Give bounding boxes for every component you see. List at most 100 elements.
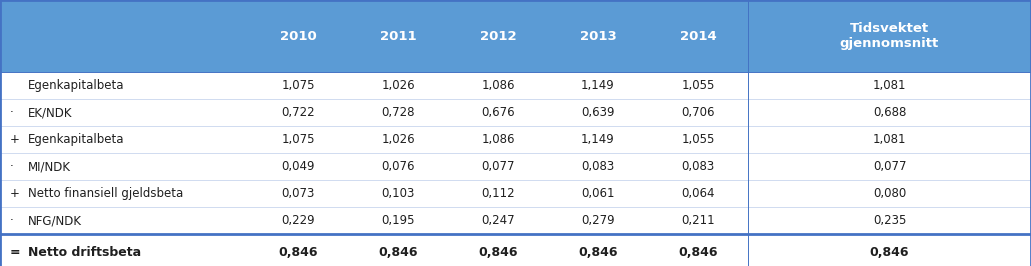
Bar xyxy=(0,72,248,99)
Text: 1,026: 1,026 xyxy=(381,79,414,92)
Bar xyxy=(548,72,648,99)
Bar xyxy=(448,99,548,126)
Bar xyxy=(248,99,348,126)
Text: 0,077: 0,077 xyxy=(873,160,906,173)
Text: 0,279: 0,279 xyxy=(581,214,614,227)
Text: Tidsvektet
gjennomsnitt: Tidsvektet gjennomsnitt xyxy=(840,22,939,50)
Bar xyxy=(348,0,448,72)
Bar xyxy=(749,153,1031,180)
Bar xyxy=(0,234,248,266)
Text: 0,083: 0,083 xyxy=(581,160,614,173)
Text: ·: · xyxy=(10,160,13,173)
Text: 1,086: 1,086 xyxy=(481,133,514,146)
Bar xyxy=(348,72,448,99)
Text: 1,075: 1,075 xyxy=(281,79,314,92)
Bar xyxy=(749,234,1031,266)
Text: NFG/NDK: NFG/NDK xyxy=(28,214,82,227)
Bar xyxy=(248,153,348,180)
Bar xyxy=(248,0,348,72)
Text: ·: · xyxy=(10,214,13,227)
Bar xyxy=(548,234,648,266)
Bar xyxy=(348,99,448,126)
Text: 2013: 2013 xyxy=(579,30,617,43)
Bar xyxy=(648,126,749,153)
Bar xyxy=(648,99,749,126)
Text: 0,846: 0,846 xyxy=(378,246,418,259)
Text: 1,086: 1,086 xyxy=(481,79,514,92)
Text: 0,195: 0,195 xyxy=(381,214,414,227)
Text: 0,846: 0,846 xyxy=(870,246,909,259)
Text: Netto driftsbeta: Netto driftsbeta xyxy=(28,246,141,259)
Text: MI/NDK: MI/NDK xyxy=(28,160,71,173)
Bar xyxy=(749,126,1031,153)
Bar xyxy=(0,126,248,153)
Bar xyxy=(0,180,248,207)
Text: 1,055: 1,055 xyxy=(681,79,714,92)
Text: 0,077: 0,077 xyxy=(481,160,514,173)
Bar xyxy=(248,72,348,99)
Bar xyxy=(648,0,749,72)
Bar xyxy=(548,0,648,72)
Text: EK/NDK: EK/NDK xyxy=(28,106,72,119)
Bar xyxy=(749,0,1031,72)
Text: 0,846: 0,846 xyxy=(678,246,718,259)
Bar xyxy=(448,234,548,266)
Text: 0,639: 0,639 xyxy=(581,106,614,119)
Bar xyxy=(0,0,248,72)
Text: 0,083: 0,083 xyxy=(681,160,714,173)
Bar xyxy=(648,153,749,180)
Text: Egenkapitalbeta: Egenkapitalbeta xyxy=(28,79,125,92)
Text: 2010: 2010 xyxy=(279,30,317,43)
Text: ·: · xyxy=(10,106,13,119)
Bar xyxy=(749,207,1031,234)
Text: 1,055: 1,055 xyxy=(681,133,714,146)
Bar xyxy=(248,234,348,266)
Text: 0,846: 0,846 xyxy=(478,246,518,259)
Bar xyxy=(348,126,448,153)
Text: =: = xyxy=(10,246,21,259)
Bar xyxy=(749,180,1031,207)
Text: 0,061: 0,061 xyxy=(581,187,614,200)
Text: 2012: 2012 xyxy=(479,30,517,43)
Bar xyxy=(348,234,448,266)
Text: 0,676: 0,676 xyxy=(481,106,514,119)
Text: 0,064: 0,064 xyxy=(681,187,714,200)
Bar xyxy=(248,180,348,207)
Bar xyxy=(448,126,548,153)
Bar xyxy=(448,72,548,99)
Text: 1,026: 1,026 xyxy=(381,133,414,146)
Text: 0,112: 0,112 xyxy=(481,187,514,200)
Bar xyxy=(648,234,749,266)
Text: 1,149: 1,149 xyxy=(581,133,614,146)
Bar xyxy=(348,207,448,234)
Bar xyxy=(448,153,548,180)
Text: 1,081: 1,081 xyxy=(873,133,906,146)
Bar xyxy=(448,180,548,207)
Text: 0,706: 0,706 xyxy=(681,106,714,119)
Bar xyxy=(0,99,248,126)
Bar xyxy=(548,99,648,126)
Text: 2011: 2011 xyxy=(379,30,417,43)
Text: 0,728: 0,728 xyxy=(381,106,414,119)
Text: 0,722: 0,722 xyxy=(281,106,314,119)
Text: 0,688: 0,688 xyxy=(873,106,906,119)
Bar xyxy=(648,180,749,207)
Bar xyxy=(749,72,1031,99)
Text: 0,080: 0,080 xyxy=(873,187,906,200)
Bar xyxy=(448,207,548,234)
Text: 0,235: 0,235 xyxy=(873,214,906,227)
Text: Netto finansiell gjeldsbeta: Netto finansiell gjeldsbeta xyxy=(28,187,184,200)
Bar xyxy=(248,207,348,234)
Bar xyxy=(448,0,548,72)
Text: Egenkapitalbeta: Egenkapitalbeta xyxy=(28,133,125,146)
Text: 0,247: 0,247 xyxy=(481,214,514,227)
Text: 0,846: 0,846 xyxy=(578,246,618,259)
Text: 0,229: 0,229 xyxy=(281,214,314,227)
Text: 2014: 2014 xyxy=(679,30,717,43)
Bar xyxy=(0,153,248,180)
Bar xyxy=(548,207,648,234)
Text: +: + xyxy=(10,187,20,200)
Bar xyxy=(248,126,348,153)
Bar xyxy=(548,180,648,207)
Bar xyxy=(348,153,448,180)
